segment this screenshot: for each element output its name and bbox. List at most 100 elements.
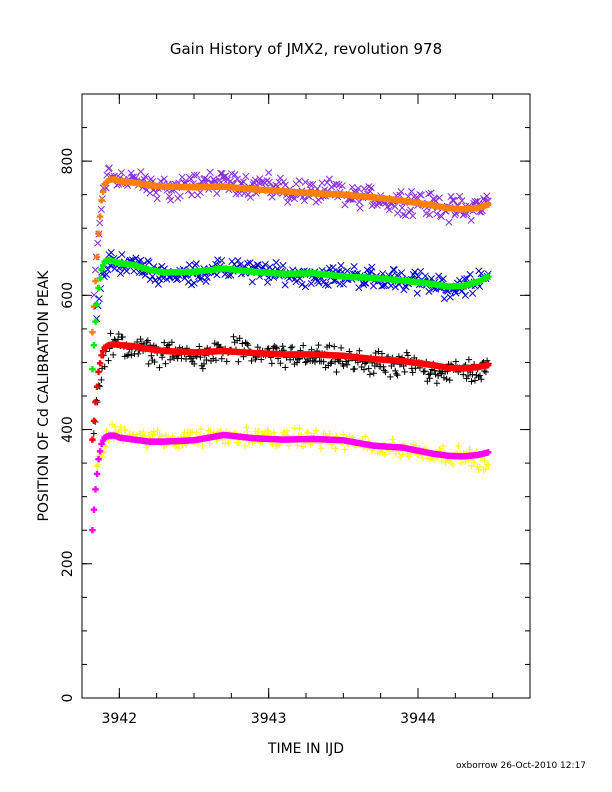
data-point-x (246, 193, 254, 201)
data-point-plus (95, 368, 102, 376)
data-point-plus (230, 333, 237, 340)
data-point-plus (333, 368, 340, 376)
data-point-plus (276, 441, 283, 449)
data-point-plus (93, 253, 101, 261)
data-point-x (132, 254, 140, 262)
data-point-plus (96, 448, 104, 455)
data-point-x (148, 272, 156, 281)
data-point-x (137, 256, 145, 264)
data-point-plus (283, 427, 291, 435)
data-point-plus (426, 375, 433, 382)
data-point-x (480, 194, 488, 202)
data-point-plus (243, 424, 250, 431)
data-point-plus (326, 430, 333, 438)
data-point-plus (293, 359, 301, 366)
y-tick-label: 600 (60, 282, 76, 309)
data-point-plus (96, 275, 104, 282)
data-point-x (324, 281, 332, 289)
data-point-x (231, 171, 239, 179)
data-point-plus (361, 433, 369, 440)
data-point-plus (92, 318, 99, 325)
data-point-x (123, 267, 131, 275)
data-point-plus (375, 348, 382, 355)
data-point-plus (207, 428, 214, 435)
data-point-x (301, 283, 310, 291)
data-point-x (355, 198, 363, 206)
data-point-plus (312, 427, 320, 434)
data-point-plus (119, 333, 126, 341)
data-point-plus (282, 364, 289, 371)
data-point-plus (286, 356, 294, 363)
data-point-plus (392, 450, 400, 457)
data-point-x (104, 266, 112, 274)
data-point-x (206, 168, 214, 176)
data-point-x (256, 175, 264, 183)
data-point-x (437, 213, 445, 221)
data-point-x (399, 211, 407, 219)
data-point-plus (427, 369, 434, 377)
data-point-plus (95, 284, 102, 292)
data-point-plus (93, 470, 101, 478)
data-point-x (152, 189, 160, 197)
data-point-x (193, 171, 201, 179)
data-point-plus (102, 443, 109, 450)
data-point-plus (158, 354, 166, 361)
data-point-plus (304, 429, 312, 437)
data-point-plus (378, 350, 386, 357)
data-point-x (217, 169, 225, 177)
data-point-x (367, 184, 375, 192)
data-point-plus (98, 376, 105, 384)
data-point-plus (446, 376, 453, 384)
data-point-plus (419, 454, 427, 461)
data-point-x (117, 269, 125, 278)
data-point-plus (95, 230, 102, 237)
data-point-x (178, 173, 186, 181)
data-point-plus (89, 436, 96, 443)
data-point-x (91, 266, 99, 274)
series-5 (89, 341, 492, 443)
data-point-plus (128, 352, 135, 359)
data-point-x (452, 289, 460, 297)
data-point-plus (92, 486, 99, 493)
data-point-plus (254, 343, 261, 351)
data-point-plus (332, 445, 339, 452)
data-point-plus (294, 442, 301, 449)
data-point-plus (162, 360, 169, 367)
data-point-plus (484, 361, 492, 369)
data-point-plus (89, 365, 96, 373)
data-point-x (455, 276, 464, 285)
data-point-x (435, 272, 443, 280)
data-point-plus (449, 461, 457, 469)
data-point-plus (439, 442, 447, 450)
data-point-plus (191, 360, 198, 368)
data-point-x (213, 189, 221, 198)
y-tick-label: 0 (60, 694, 76, 703)
data-point-plus (296, 425, 303, 432)
data-point-plus (187, 429, 194, 436)
data-point-plus (178, 355, 185, 362)
data-point-x (176, 192, 184, 200)
data-point-plus (485, 461, 492, 469)
data-point-x (425, 287, 433, 295)
data-point-plus (340, 431, 347, 438)
data-point-x (153, 195, 161, 203)
data-point-plus (270, 429, 277, 436)
data-point-plus (463, 375, 470, 382)
data-point-plus (351, 365, 358, 373)
data-point-plus (206, 440, 213, 447)
data-point-plus (264, 427, 271, 434)
data-point-x (107, 249, 115, 257)
data-point-plus (154, 427, 161, 434)
data-point-x (248, 278, 256, 286)
data-point-plus (331, 343, 338, 350)
data-point-plus (244, 428, 251, 435)
data-point-plus (89, 329, 96, 336)
data-point-plus (182, 355, 190, 363)
series-6 (93, 421, 492, 474)
data-point-x (332, 180, 340, 188)
data-point-x (322, 281, 330, 289)
data-point-plus (285, 442, 293, 449)
data-point-plus (89, 527, 96, 534)
data-point-plus (481, 456, 488, 464)
chart-title: Gain History of JMX2, revolution 978 (170, 40, 442, 58)
